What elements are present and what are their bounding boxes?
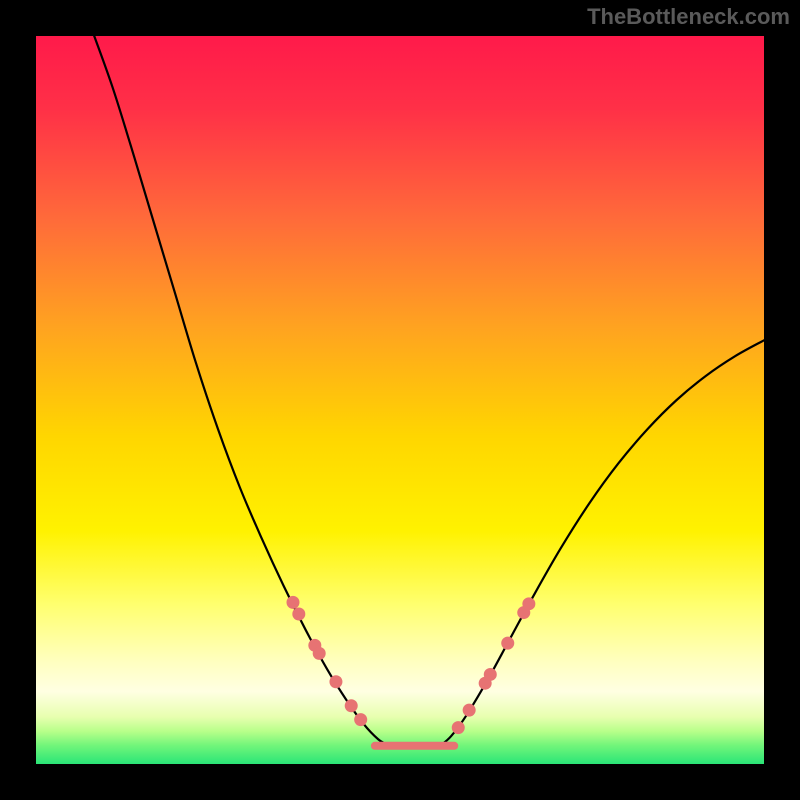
chart-plot-area: [36, 36, 764, 764]
curve-left-branch: [94, 36, 389, 746]
watermark-text: TheBottleneck.com: [587, 4, 790, 30]
marker-left-6: [354, 713, 367, 726]
marker-right-4: [501, 637, 514, 650]
marker-left-4: [329, 675, 342, 688]
marker-right-3: [484, 668, 497, 681]
valley-flat-bar: [371, 742, 458, 750]
marker-right-6: [522, 597, 535, 610]
marker-right-0: [452, 721, 465, 734]
marker-right-1: [463, 704, 476, 717]
chart-svg-layer: [36, 36, 764, 764]
marker-left-3: [313, 647, 326, 660]
marker-left-0: [286, 596, 299, 609]
marker-left-5: [345, 699, 358, 712]
marker-left-1: [292, 608, 305, 621]
